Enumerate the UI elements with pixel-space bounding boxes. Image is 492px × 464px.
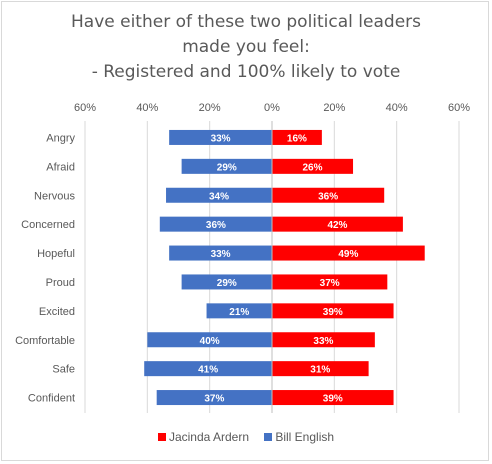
bar-english-comfortable: [147, 332, 272, 348]
category-label-hopeful: Hopeful: [37, 248, 75, 260]
bar-ardern-hopeful: [272, 245, 425, 261]
data-label-ardern-confident: 39%: [323, 394, 343, 405]
bar-ardern-nervous: [272, 187, 385, 203]
bar-ardern-safe: [272, 361, 369, 377]
data-label-ardern-nervous: 36%: [318, 191, 338, 202]
x-tick-label-0: 60%: [74, 102, 96, 114]
bar-ardern-afraid: [272, 158, 354, 174]
legend-swatch-ardern: [157, 433, 166, 441]
data-label-english-excited: 21%: [229, 307, 249, 318]
data-label-ardern-hopeful: 49%: [338, 249, 358, 260]
data-label-english-afraid: 29%: [217, 162, 237, 173]
chart-title: Have either of these two political leade…: [0, 10, 492, 85]
bar-ardern-excited: [272, 303, 394, 319]
legend-label-ardern: Jacinda Ardern: [168, 430, 249, 444]
data-label-english-hopeful: 33%: [211, 249, 231, 260]
bar-english-nervous: [166, 187, 272, 203]
x-tick-label-1: 40%: [136, 102, 158, 114]
legend-swatch-english: [264, 433, 273, 441]
chart-title-line-2: made you feel:: [182, 37, 310, 57]
bar-english-afraid: [181, 158, 272, 174]
bar-english-safe: [144, 361, 272, 377]
bar-english-hopeful: [169, 245, 272, 261]
category-label-angry: Angry: [46, 132, 75, 144]
data-label-ardern-comfortable: 33%: [313, 336, 333, 347]
data-label-english-comfortable: 40%: [200, 336, 220, 347]
bar-english-confident: [156, 390, 272, 406]
category-label-excited: Excited: [39, 306, 75, 318]
data-label-english-safe: 41%: [198, 365, 218, 376]
data-label-ardern-proud: 37%: [320, 278, 340, 289]
chart-title-line-1: Have either of these two political leade…: [71, 12, 421, 32]
legend-item-ardern[interactable]: Jacinda Ardern: [157, 430, 249, 444]
legend: Jacinda Ardern Bill English: [0, 430, 492, 444]
bar-ardern-confident: [272, 390, 394, 406]
data-label-english-proud: 29%: [217, 278, 237, 289]
data-label-ardern-safe: 31%: [310, 365, 330, 376]
data-label-ardern-angry: 16%: [287, 133, 307, 144]
bar-ardern-proud: [272, 274, 388, 290]
category-label-concerned: Concerned: [21, 219, 75, 231]
data-label-ardern-excited: 39%: [323, 307, 343, 318]
bar-english-angry: [169, 129, 272, 145]
data-label-english-angry: 33%: [211, 133, 231, 144]
data-label-english-confident: 37%: [204, 394, 224, 405]
bar-english-excited: [206, 303, 272, 319]
data-label-english-concerned: 36%: [206, 220, 226, 231]
legend-label-english: Bill English: [275, 430, 335, 444]
category-label-safe: Safe: [52, 364, 75, 376]
bar-english-concerned: [159, 216, 272, 232]
x-tick-label-3: 0%: [264, 102, 280, 114]
x-tick-label-4: 20%: [323, 102, 345, 114]
category-label-nervous: Nervous: [34, 190, 75, 202]
data-label-ardern-concerned: 42%: [327, 220, 347, 231]
category-label-afraid: Afraid: [46, 161, 75, 173]
legend-item-english[interactable]: Bill English: [264, 430, 334, 444]
bar-ardern-comfortable: [272, 332, 375, 348]
x-tick-label-5: 40%: [386, 102, 408, 114]
bar-ardern-concerned: [272, 216, 403, 232]
category-label-comfortable: Comfortable: [15, 335, 75, 347]
chart-title-line-3: - Registered and 100% likely to vote: [91, 62, 401, 82]
x-tick-label-6: 60%: [448, 102, 470, 114]
bar-ardern-angry: [272, 129, 322, 145]
category-label-proud: Proud: [46, 277, 75, 289]
category-label-confident: Confident: [28, 393, 75, 405]
data-label-ardern-afraid: 26%: [303, 162, 323, 173]
data-label-english-nervous: 34%: [209, 191, 229, 202]
x-tick-label-2: 20%: [199, 102, 221, 114]
bar-english-proud: [181, 274, 272, 290]
